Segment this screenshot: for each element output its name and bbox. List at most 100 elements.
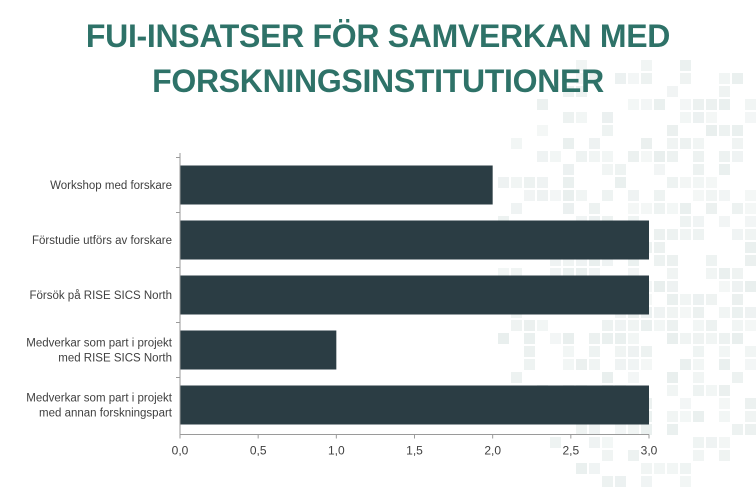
category-label: Förstudie utförs av forskare (32, 235, 172, 247)
pattern-pixel (511, 268, 522, 279)
pattern-pixel (680, 294, 691, 305)
pattern-pixel (719, 346, 730, 357)
pattern-pixel (576, 151, 587, 162)
pattern-pixel (667, 372, 678, 383)
bar (180, 385, 649, 425)
pattern-pixel (693, 164, 704, 175)
pattern-pixel (667, 294, 678, 305)
x-tick-label: 1,0 (328, 444, 345, 458)
pattern-pixel (589, 73, 600, 84)
pattern-pixel (524, 333, 535, 344)
pattern-pixel (641, 359, 652, 370)
pattern-pixel (615, 359, 626, 370)
category-label: Medverkar som part i projekt (26, 393, 173, 405)
pattern-pixel (680, 333, 691, 344)
pattern-pixel (719, 99, 730, 110)
pattern-pixel (667, 151, 678, 162)
pattern-pixel (628, 151, 639, 162)
pattern-pixel (667, 268, 678, 279)
pattern-pixel (706, 385, 717, 396)
pattern-pixel (615, 73, 626, 84)
pattern-pixel (667, 320, 678, 331)
pattern-pixel (745, 307, 756, 318)
pattern-pixel (719, 411, 730, 422)
x-tick-label: 0,5 (250, 444, 267, 458)
pattern-pixel (745, 255, 756, 266)
pattern-pixel (719, 125, 730, 136)
pattern-pixel (732, 138, 743, 149)
pattern-pixel (706, 437, 717, 448)
pattern-pixel (576, 463, 587, 474)
pattern-pixel (706, 112, 717, 123)
pattern-pixel (719, 86, 730, 97)
pattern-pixel (693, 450, 704, 461)
pattern-pixel (511, 138, 522, 149)
pattern-pixel (680, 60, 691, 71)
title-line-1: FUI-INSATSER FÖR SAMVERKAN MED (85, 18, 671, 54)
pattern-pixel (576, 268, 587, 279)
pattern-pixel (693, 372, 704, 383)
pattern-pixel (576, 255, 587, 266)
pattern-pixel (732, 229, 743, 240)
pattern-pixel (745, 320, 756, 331)
pattern-pixel (576, 60, 587, 71)
pattern-pixel (498, 177, 509, 188)
pattern-pixel (654, 203, 665, 214)
pattern-pixel (654, 99, 665, 110)
x-tick-label: 1,5 (406, 444, 423, 458)
pattern-pixel (641, 151, 652, 162)
pattern-pixel (745, 281, 756, 292)
category-label: med annan forskningspart (39, 408, 173, 420)
pattern-pixel (693, 216, 704, 227)
pattern-pixel (628, 372, 639, 383)
pattern-pixel (732, 73, 743, 84)
pattern-pixel (693, 151, 704, 162)
pattern-pixel (680, 99, 691, 110)
pattern-pixel (576, 86, 587, 97)
pattern-pixel (641, 346, 652, 357)
pattern-pixel (589, 333, 600, 344)
pattern-pixel (537, 190, 548, 201)
pattern-pixel (524, 190, 535, 201)
pattern-pixel (524, 359, 535, 370)
pattern-pixel (537, 320, 548, 331)
pattern-pixel (602, 151, 613, 162)
pattern-pixel (680, 73, 691, 84)
pattern-pixel (680, 359, 691, 370)
pattern-pixel (745, 359, 756, 370)
pattern-pixel (719, 164, 730, 175)
pattern-pixel (667, 463, 678, 474)
pattern-pixel (693, 294, 704, 305)
pattern-pixel (693, 177, 704, 188)
pattern-pixel (667, 138, 678, 149)
category-label: Workshop med forskare (50, 180, 172, 192)
pattern-pixel (602, 450, 613, 461)
pattern-pixel (641, 476, 652, 487)
pattern-pixel (667, 411, 678, 422)
pattern-pixel (732, 333, 743, 344)
pattern-pixel (693, 307, 704, 318)
pattern-pixel (628, 73, 639, 84)
pattern-pixel (498, 268, 509, 279)
bar (180, 220, 649, 260)
pattern-pixel (719, 398, 730, 409)
pattern-pixel (732, 372, 743, 383)
pattern-pixel (667, 177, 678, 188)
pattern-pixel (667, 125, 678, 136)
pattern-pixel (628, 255, 639, 266)
pattern-pixel (719, 151, 730, 162)
pattern-pixel (563, 333, 574, 344)
pattern-pixel (667, 203, 678, 214)
pattern-pixel (693, 320, 704, 331)
pattern-pixel (641, 424, 652, 435)
pattern-pixel (745, 216, 756, 227)
pattern-pixel (628, 320, 639, 331)
pattern-pixel (667, 255, 678, 266)
pattern-pixel (706, 125, 717, 136)
pattern-pixel (628, 268, 639, 279)
pattern-pixel (589, 359, 600, 370)
pattern-pixel (732, 424, 743, 435)
pattern-pixel (576, 73, 587, 84)
pattern-pixel (654, 242, 665, 253)
pattern-pixel (706, 294, 717, 305)
